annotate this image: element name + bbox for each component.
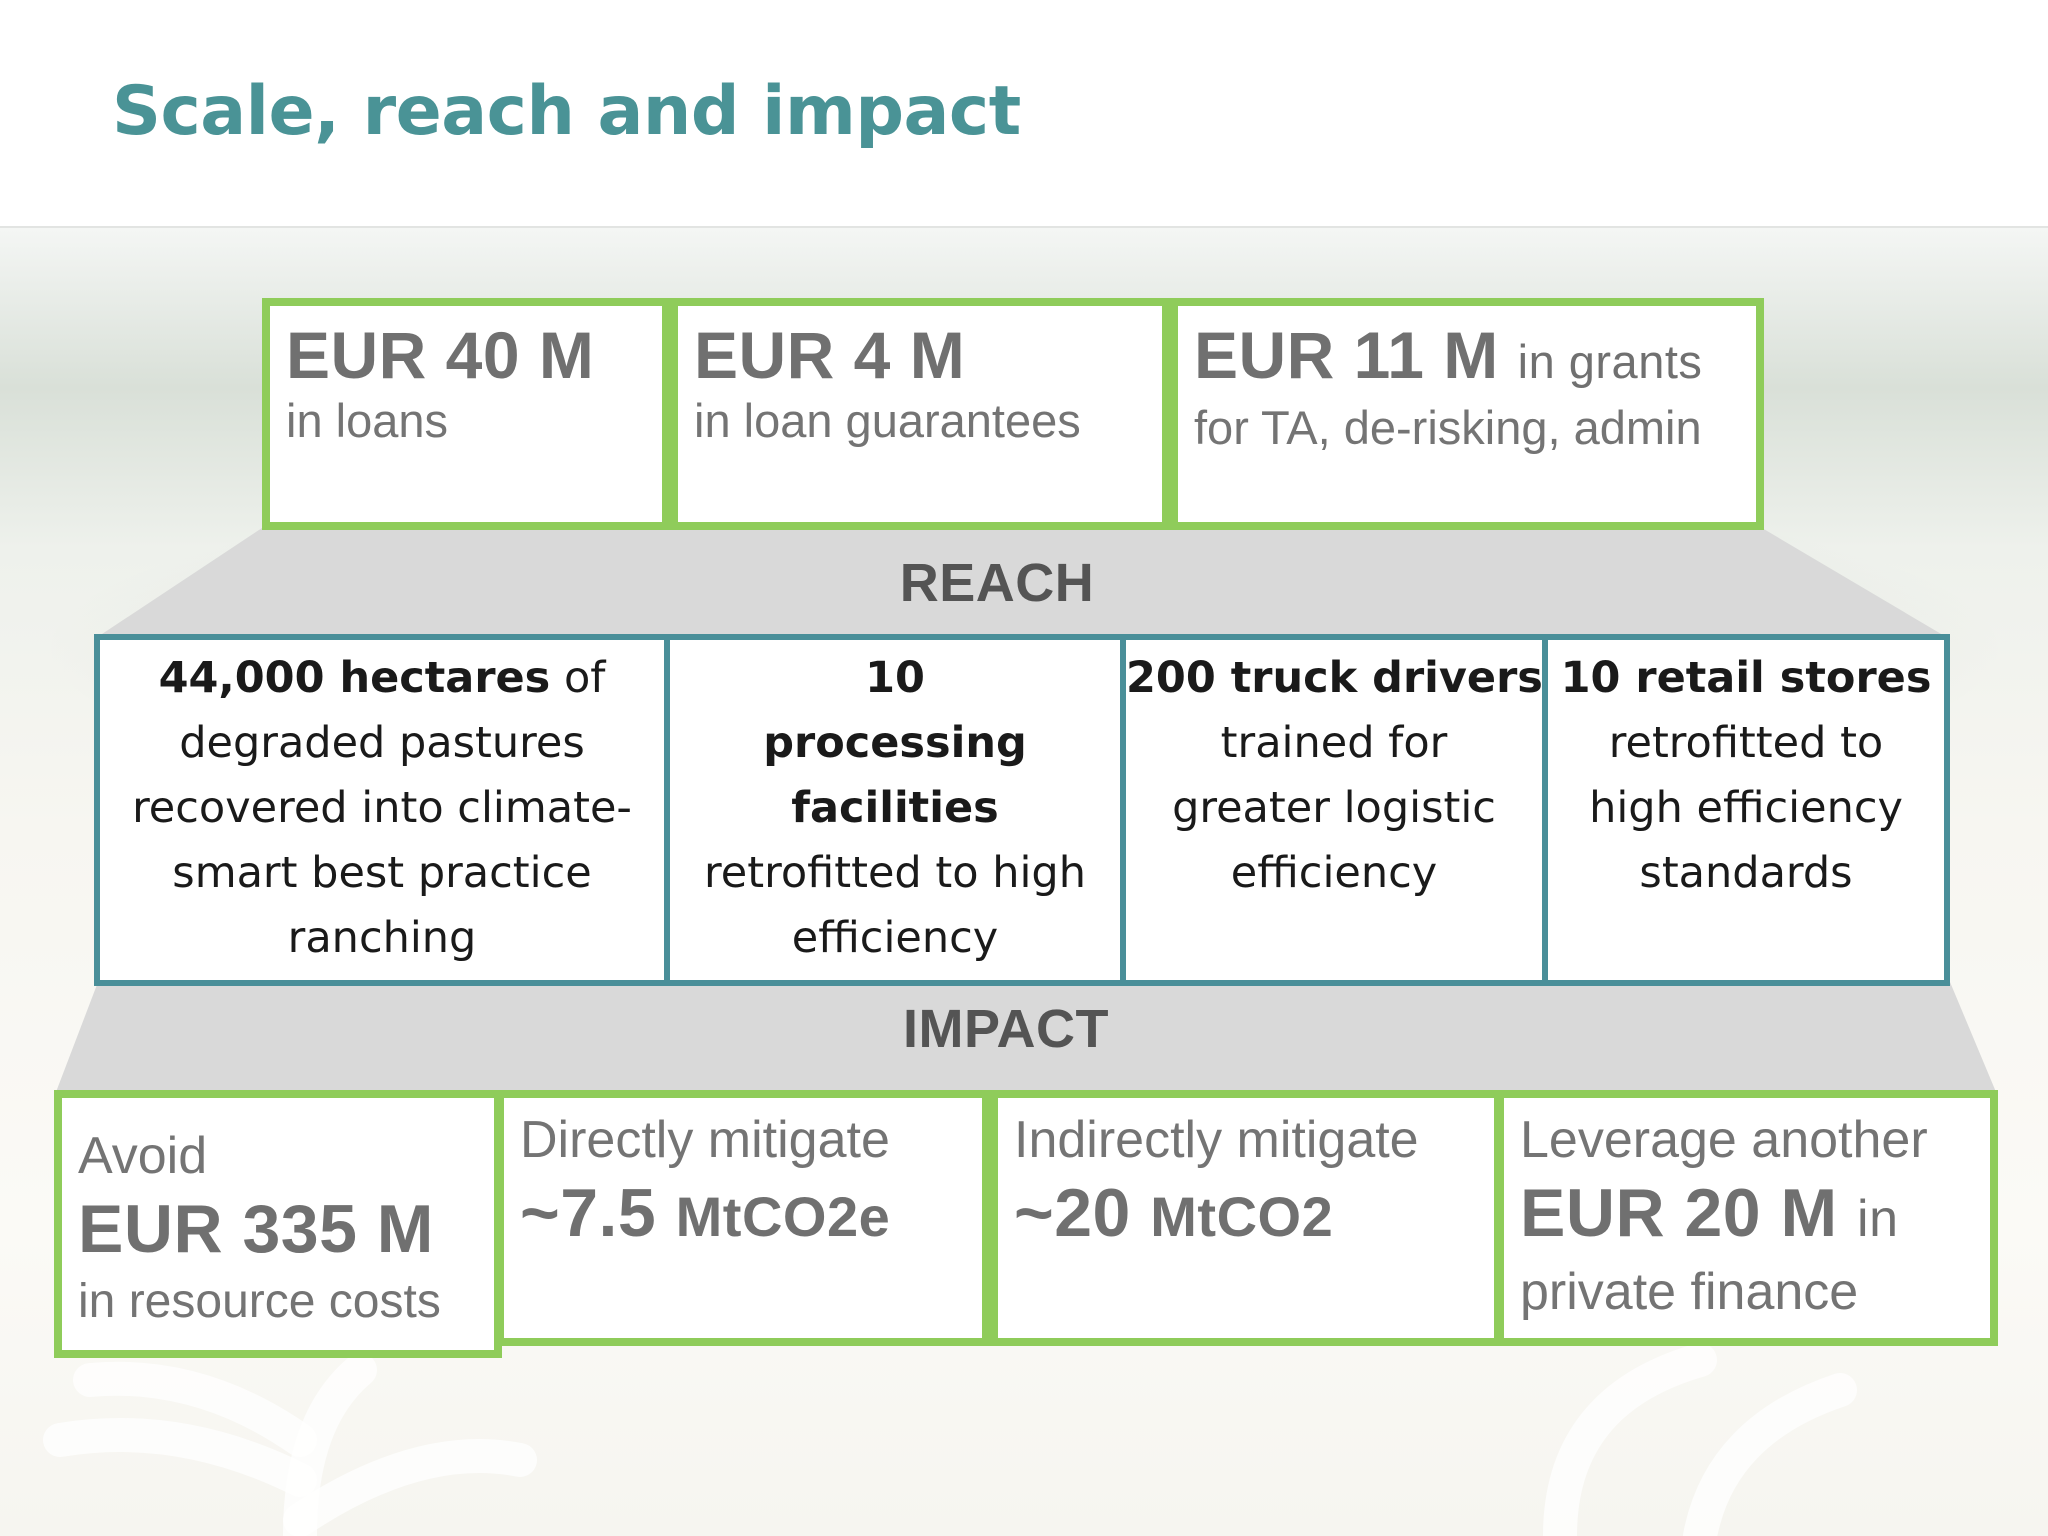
reach-trapezoid [96, 528, 1948, 638]
funding-desc: for TA, de-risking, admin [1194, 401, 1702, 454]
impact-box-indirect: Indirectly mitigate ~20 MtCO2 [990, 1090, 1502, 1346]
impact-box-leverage: Leverage another EUR 20 M in private fin… [1496, 1090, 1998, 1346]
reach-bold: 200 truck drivers [1126, 653, 1543, 703]
impact-pre: Directly mitigate [520, 1111, 890, 1169]
funding-amount: EUR 40 M [286, 318, 595, 392]
reach-bold: 44,000 hectares [158, 653, 551, 703]
impact-post: in resource costs [78, 1275, 441, 1328]
reach-text: retrofitted to high efficiency standards [1589, 718, 1903, 898]
funding-amount: EUR 4 M [694, 318, 966, 392]
funding-box-loans: EUR 40 M in loans [262, 298, 670, 530]
impact-inline: in [1857, 1190, 1899, 1248]
header-divider [0, 226, 2048, 228]
funding-inline: in grants [1517, 335, 1703, 388]
funding-box-grants: EUR 11 M in grants for TA, de-risking, a… [1170, 298, 1764, 530]
funding-box-guarantees: EUR 4 M in loan guarantees [670, 298, 1170, 530]
impact-box-avoid: Avoid EUR 335 M in resource costs [54, 1090, 502, 1358]
funding-desc: in loan guarantees [694, 394, 1081, 447]
page-title: Scale, reach and impact [112, 72, 1021, 151]
reach-text: of degraded pastures recovered into clim… [132, 653, 632, 963]
impact-big: ~7.5 [520, 1175, 657, 1251]
impact-label: IMPACT [903, 999, 1109, 1059]
reach-text: retrofitted to high efficiency standards [704, 848, 1086, 980]
impact-pre: Indirectly mitigate [1014, 1111, 1419, 1169]
impact-unit: MtCO2 [1150, 1185, 1334, 1248]
impact-pre: Avoid [78, 1127, 208, 1185]
reach-box-stores: 10 retail stores retrofitted to high effi… [1542, 634, 1950, 986]
reach-bold: 10 processing facilities [763, 653, 1027, 833]
impact-trapezoid [56, 982, 1996, 1092]
reach-box-facilities: 10 processing facilities retrofitted to h… [664, 634, 1126, 986]
funding-desc: in loans [286, 394, 448, 447]
funding-amount: EUR 11 M [1194, 318, 1499, 392]
reach-box-hectares: 44,000 hectares of degraded pastures rec… [94, 634, 670, 986]
reach-box-drivers: 200 truck drivers trained for greater log… [1120, 634, 1548, 986]
impact-box-direct: Directly mitigate ~7.5 MtCO2e [496, 1090, 990, 1346]
impact-big: ~20 [1014, 1175, 1131, 1251]
impact-unit: MtCO2e [675, 1185, 891, 1248]
reach-text: trained for greater logistic efficiency [1172, 718, 1496, 898]
impact-big: EUR 20 M [1520, 1175, 1838, 1251]
impact-pre: Leverage another [1520, 1111, 1928, 1169]
impact-post: private finance [1520, 1263, 1859, 1321]
impact-big: EUR 335 M [78, 1191, 434, 1267]
reach-label: REACH [899, 553, 1095, 613]
reach-bold: 10 retail stores [1560, 653, 1932, 703]
